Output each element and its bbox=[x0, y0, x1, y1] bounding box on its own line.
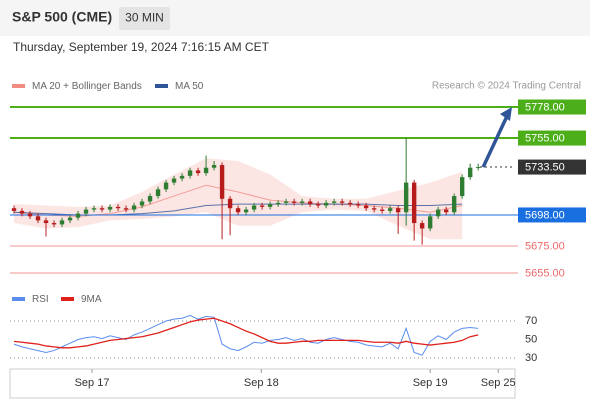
header-bar bbox=[0, 0, 590, 36]
candle-body bbox=[283, 201, 289, 203]
level-box bbox=[518, 99, 586, 115]
level-label: 5733.50 bbox=[525, 161, 565, 173]
interval-box bbox=[119, 7, 170, 30]
level-label: 5698.00 bbox=[525, 209, 565, 221]
x-tick-label: Sep 25 bbox=[481, 377, 516, 389]
candle-body bbox=[395, 208, 401, 213]
candle-body bbox=[307, 201, 313, 205]
level-label: 5655.00 bbox=[525, 267, 565, 279]
candle-body bbox=[123, 208, 129, 210]
candle-body bbox=[91, 208, 97, 210]
legend-swatch bbox=[12, 84, 25, 88]
candle-body bbox=[19, 210, 25, 214]
candle-body bbox=[339, 201, 345, 203]
title: S&P 500 (CME) bbox=[12, 9, 112, 25]
legend-swatch bbox=[12, 297, 25, 301]
candle-body bbox=[227, 198, 233, 209]
candle-body bbox=[323, 202, 329, 206]
candle-body bbox=[467, 167, 473, 178]
x-tick-label: Sep 18 bbox=[244, 377, 279, 389]
candle-body bbox=[51, 223, 57, 225]
candle-body bbox=[475, 167, 481, 169]
legend-label: RSI bbox=[32, 294, 49, 305]
candle-body bbox=[83, 209, 89, 214]
candle-body bbox=[443, 209, 449, 213]
candle-body bbox=[107, 206, 113, 210]
candle-body bbox=[251, 205, 257, 210]
candle-body bbox=[179, 175, 185, 179]
candle-body bbox=[115, 206, 121, 209]
candle-body bbox=[139, 201, 145, 206]
level-label: 5675.00 bbox=[525, 240, 565, 252]
indicator-line bbox=[13, 317, 479, 349]
level-label: 5778.00 bbox=[525, 101, 565, 113]
candle-body bbox=[163, 182, 169, 190]
level-box bbox=[518, 159, 586, 175]
level-box bbox=[518, 130, 586, 146]
candle-body bbox=[411, 182, 417, 224]
candle-body bbox=[371, 208, 377, 210]
candle-body bbox=[403, 182, 409, 213]
candle-body bbox=[459, 177, 465, 197]
bollinger-band bbox=[14, 158, 463, 240]
candle-body bbox=[195, 170, 201, 174]
forecast-arrowhead bbox=[500, 107, 512, 122]
candle-body bbox=[419, 223, 425, 229]
candle-body bbox=[147, 196, 153, 202]
candle-body bbox=[315, 204, 321, 206]
candle-body bbox=[67, 217, 73, 221]
legend-swatch bbox=[155, 84, 168, 88]
candle-body bbox=[347, 202, 353, 205]
candle-body bbox=[27, 213, 33, 217]
y-tick-label: 70 bbox=[525, 315, 537, 327]
y-tick-label: 50 bbox=[525, 333, 537, 345]
candle-body bbox=[235, 208, 241, 213]
candle-body bbox=[267, 204, 273, 207]
candle-body bbox=[155, 189, 161, 197]
candle-body bbox=[131, 205, 137, 210]
candle-body bbox=[43, 220, 49, 224]
watermark: Research © 2024 Trading Central bbox=[432, 81, 581, 92]
candle-body bbox=[435, 209, 441, 217]
timestamp: Thursday, September 19, 2024 7:16:15 AM … bbox=[13, 40, 270, 54]
legend-label: MA 20 + Bollinger Bands bbox=[32, 81, 142, 92]
candle-body bbox=[203, 167, 209, 174]
forecast-arrow bbox=[481, 113, 510, 168]
candle-body bbox=[187, 170, 193, 176]
candle-body bbox=[427, 216, 433, 229]
candle-body bbox=[75, 213, 81, 218]
candle-body bbox=[275, 202, 281, 205]
legend-label: 9MA bbox=[81, 294, 102, 305]
candle-body bbox=[355, 204, 361, 206]
candle-body bbox=[259, 205, 265, 207]
x-axis-frame bbox=[9, 368, 516, 399]
level-label: 5755.00 bbox=[525, 132, 565, 144]
level-box bbox=[518, 207, 586, 223]
candle-body bbox=[331, 201, 337, 203]
x-tick-label: Sep 19 bbox=[413, 377, 448, 389]
candle-body bbox=[35, 216, 41, 221]
candle-body bbox=[291, 201, 297, 203]
legend-swatch bbox=[61, 297, 74, 301]
candle-body bbox=[99, 208, 105, 210]
candle-body bbox=[59, 220, 65, 225]
candle-body bbox=[211, 165, 217, 168]
candle-body bbox=[11, 208, 17, 211]
x-tick-label: Sep 17 bbox=[75, 377, 110, 389]
candle-body bbox=[219, 165, 225, 199]
candle-body bbox=[387, 208, 393, 211]
candle-body bbox=[451, 196, 457, 213]
candle-body bbox=[171, 178, 177, 183]
candle-body bbox=[299, 201, 305, 203]
interval: 30 MIN bbox=[125, 11, 164, 25]
candle-body bbox=[243, 209, 249, 213]
y-tick-label: 30 bbox=[525, 352, 537, 364]
candle-body bbox=[379, 209, 385, 211]
candle-body bbox=[363, 205, 369, 209]
legend-label: MA 50 bbox=[175, 81, 204, 92]
